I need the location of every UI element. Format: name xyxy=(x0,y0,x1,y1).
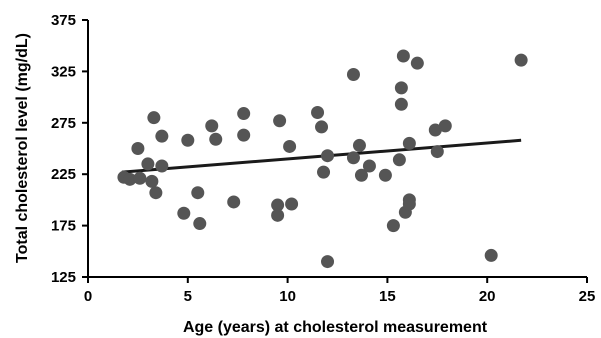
y-tick-labels: 125 175 225 275 325 375 xyxy=(51,12,76,286)
data-point xyxy=(386,219,400,233)
data-point xyxy=(438,119,452,133)
x-tick-labels: 0 5 10 15 20 25 xyxy=(84,288,596,305)
data-point xyxy=(177,206,191,220)
data-point xyxy=(273,114,287,128)
data-point xyxy=(321,255,335,269)
data-point xyxy=(191,186,205,200)
data-point xyxy=(378,168,392,182)
data-point xyxy=(123,172,137,186)
data-point xyxy=(227,195,241,209)
data-point xyxy=(346,67,360,81)
x-tick-label: 25 xyxy=(579,288,596,305)
y-axis-title: Total cholesterol level (mg/dL) xyxy=(14,33,31,263)
data-point xyxy=(394,97,408,111)
data-point xyxy=(205,119,219,133)
y-tick-label: 275 xyxy=(51,115,76,132)
data-point xyxy=(396,49,410,63)
data-point xyxy=(402,197,416,211)
x-tick-label: 15 xyxy=(379,288,396,305)
data-point xyxy=(181,133,195,147)
data-point xyxy=(430,145,444,159)
data-points xyxy=(117,49,528,269)
data-point xyxy=(484,248,498,262)
y-tick-label: 225 xyxy=(51,166,76,183)
data-point xyxy=(317,165,331,179)
data-point xyxy=(237,128,251,142)
data-point xyxy=(283,139,297,153)
data-point xyxy=(362,159,376,173)
x-tick-label: 0 xyxy=(84,288,92,305)
y-tick-label: 375 xyxy=(51,12,76,29)
axes xyxy=(82,19,588,283)
x-tick-label: 5 xyxy=(184,288,192,305)
x-tick-label: 20 xyxy=(479,288,496,305)
data-point xyxy=(392,153,406,167)
data-point xyxy=(193,217,207,231)
data-point xyxy=(209,132,223,146)
data-point xyxy=(352,138,366,152)
data-point xyxy=(346,151,360,165)
y-tick-label: 325 xyxy=(51,63,76,80)
x-tick-label: 10 xyxy=(279,288,296,305)
data-point xyxy=(155,159,169,173)
data-point xyxy=(428,123,442,137)
data-point xyxy=(285,197,299,211)
data-point xyxy=(321,149,335,163)
data-point xyxy=(354,168,368,182)
data-point xyxy=(311,106,325,120)
x-axis-title: Age (years) at cholesterol measurement xyxy=(183,319,488,336)
data-point xyxy=(155,129,169,143)
y-tick-label: 175 xyxy=(51,218,76,235)
y-tick-label: 125 xyxy=(51,269,76,286)
data-point xyxy=(271,198,285,212)
data-point xyxy=(145,174,159,188)
data-point xyxy=(147,111,161,125)
data-point xyxy=(271,208,285,222)
data-point xyxy=(237,107,251,121)
data-point xyxy=(394,81,408,95)
data-point xyxy=(149,186,163,200)
data-point xyxy=(131,142,145,155)
data-point xyxy=(315,120,329,134)
data-point xyxy=(410,56,424,70)
data-point xyxy=(141,157,155,171)
data-point xyxy=(514,53,528,67)
data-point xyxy=(402,136,416,150)
data-point xyxy=(133,171,147,185)
